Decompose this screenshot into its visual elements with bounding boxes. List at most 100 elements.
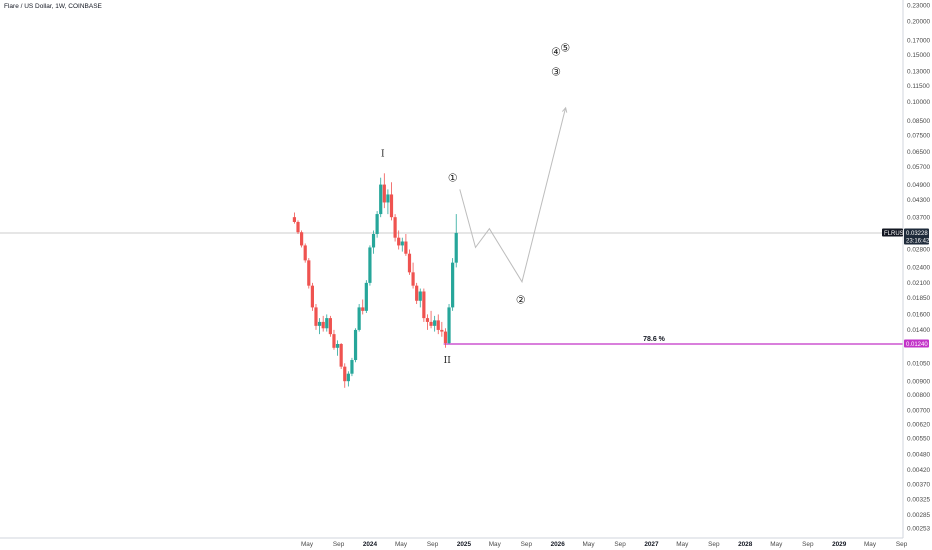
price-tick-label: 0.13000 <box>907 69 931 76</box>
price-tick-label: 0.01600 <box>907 312 931 319</box>
candle <box>411 262 415 289</box>
wave-label-2[interactable]: ② <box>516 293 526 306</box>
candle <box>307 258 311 289</box>
candle <box>454 214 458 268</box>
time-axis-label: May <box>301 541 314 548</box>
candle <box>314 304 318 330</box>
price-tags: FLRUSD 0.03228 23:16:42 0.01240 <box>882 228 930 348</box>
candle <box>321 315 325 332</box>
price-tick-label: 0.01050 <box>907 360 931 367</box>
candle <box>447 304 451 344</box>
candle <box>300 230 304 248</box>
candle-body <box>361 307 365 311</box>
projection-path[interactable] <box>459 107 567 284</box>
candle-body <box>346 373 350 382</box>
candle <box>335 340 340 356</box>
candle <box>343 363 347 388</box>
price-tick-label: 0.00480 <box>907 451 931 458</box>
wave-label-3[interactable]: ③ <box>551 65 561 78</box>
price-tick-label: 0.01850 <box>907 295 931 302</box>
candle <box>364 280 368 313</box>
candle <box>418 288 422 308</box>
time-axis-label: May <box>582 541 595 548</box>
candle-body <box>314 307 318 326</box>
price-tick-label: 0.02400 <box>907 265 931 272</box>
candle-body <box>407 253 412 273</box>
candle-body <box>343 366 347 382</box>
price-tick-label: 0.02100 <box>907 280 931 287</box>
candle <box>407 249 412 275</box>
candle <box>397 230 401 250</box>
candle <box>436 314 440 335</box>
candle-body <box>451 262 455 308</box>
candle-body <box>310 285 314 308</box>
candle-body <box>436 320 440 330</box>
candle-body <box>300 232 304 246</box>
time-axis-label: May <box>864 541 877 548</box>
candle-body <box>382 184 386 203</box>
candle-body <box>371 234 376 248</box>
candle-body <box>386 194 390 203</box>
candle <box>415 282 419 305</box>
time-axis-label: 2029 <box>832 541 847 548</box>
time-axis-label: May <box>395 541 408 548</box>
candle <box>433 315 437 332</box>
price-tick-label: 0.05700 <box>907 164 931 171</box>
time-axis-label: May <box>676 541 689 548</box>
candle <box>296 220 300 235</box>
candle <box>379 177 383 218</box>
countdown-text: 23:16:42 <box>906 239 930 245</box>
price-tick-label: 0.00620 <box>907 422 931 429</box>
price-tick-label: 0.06500 <box>907 149 931 156</box>
price-tick-label: 0.10000 <box>907 99 931 106</box>
candle <box>404 234 408 256</box>
price-tick-label: 0.04900 <box>907 182 931 189</box>
candle-body <box>332 334 336 348</box>
wave-label-I[interactable]: I <box>381 150 385 160</box>
candle-body <box>321 321 325 329</box>
candle-body <box>353 329 358 361</box>
candle-body <box>364 282 368 311</box>
candle <box>429 310 433 329</box>
candle-body <box>325 318 329 329</box>
time-axis-label: 2027 <box>644 541 659 548</box>
candle <box>400 237 404 252</box>
candle <box>350 357 354 377</box>
fib-price-tag <box>904 339 929 348</box>
candle <box>325 314 329 332</box>
candle-body <box>328 318 332 335</box>
time-axis-label: Sep <box>427 541 439 548</box>
candle <box>317 318 322 335</box>
candle <box>425 314 430 330</box>
candle <box>443 328 448 348</box>
time-axis-label: 2026 <box>551 541 566 548</box>
candle <box>371 230 376 254</box>
wave-label-II[interactable]: II <box>444 356 452 366</box>
candle-body <box>375 214 379 235</box>
price-scale[interactable]: 0.23000 0.20000 0.17000 0.15000 0.13000 0.115… <box>907 2 931 532</box>
candle-body <box>443 331 448 344</box>
price-tick-label: 0.00325 <box>907 497 931 504</box>
price-tick-label: 0.03700 <box>907 214 931 221</box>
wave-label-1[interactable]: ① <box>448 172 458 185</box>
price-tick-label: 0.11500 <box>907 83 930 90</box>
candle-body <box>389 194 394 218</box>
candle <box>353 328 358 363</box>
candle-body <box>368 247 372 283</box>
time-axis[interactable]: May Sep 2024 May Sep 2025 May Sep 2026 May Sep 2027… <box>301 541 908 548</box>
candle <box>451 258 455 311</box>
candle-body <box>339 344 343 367</box>
time-axis-label: May <box>770 541 783 548</box>
wave-label-4[interactable]: ④ <box>551 46 561 59</box>
candle <box>310 282 314 311</box>
candle <box>328 315 332 337</box>
price-tick-label: 0.00370 <box>907 482 931 489</box>
price-tick-label: 0.00420 <box>907 467 931 474</box>
candle <box>368 245 372 286</box>
time-axis-label: 2024 <box>363 541 378 548</box>
wave-label-5[interactable]: ⑤ <box>560 41 570 54</box>
candle <box>375 211 379 238</box>
candle <box>393 214 397 242</box>
price-tick-label: 0.04300 <box>907 197 931 204</box>
